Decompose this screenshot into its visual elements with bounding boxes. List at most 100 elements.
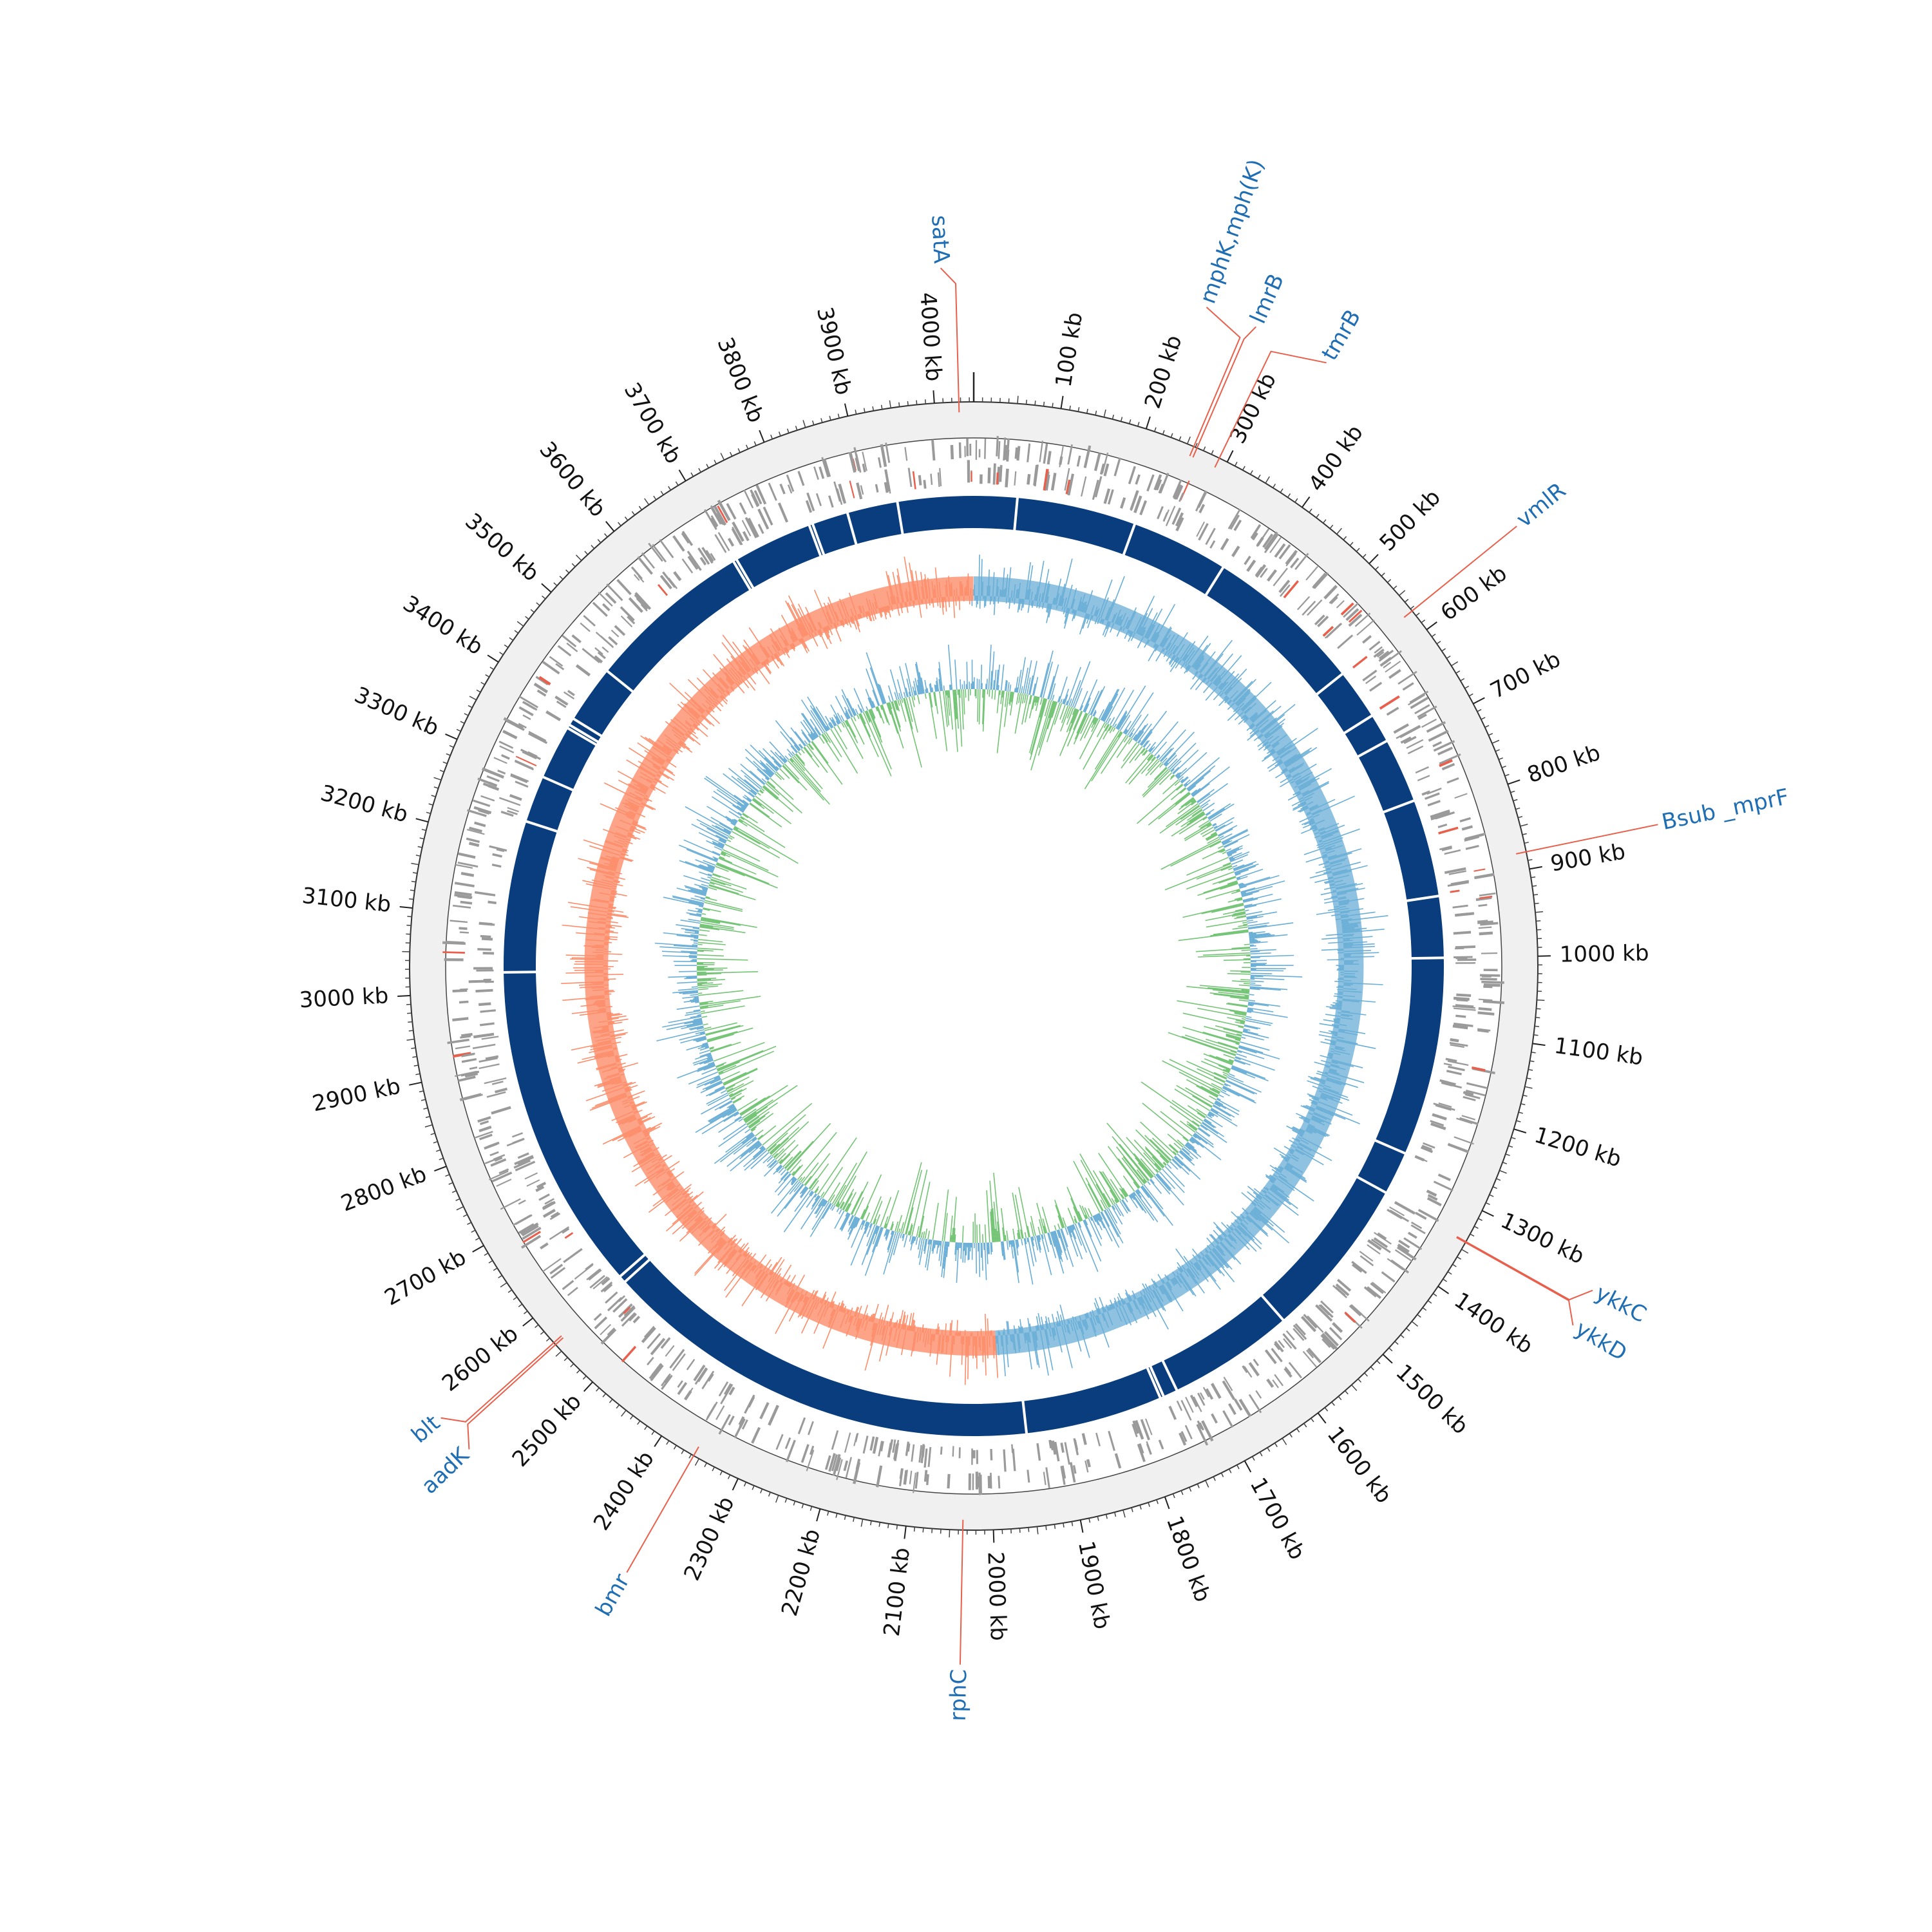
gc-skew-bar [742,1134,755,1144]
backbone-gap [1013,497,1019,531]
cds-feature [884,482,889,493]
minor-tick [1356,547,1360,552]
cds-feature [1433,1180,1454,1191]
gc-skew-bar [996,665,1000,690]
cds-feature [717,505,728,524]
gc-skew-bar [668,1016,702,1023]
gc-skew-bar [1212,822,1217,826]
gc-skew-bar [697,942,726,945]
gc-skew-bar [1205,912,1246,922]
gc-skew-bar [840,1213,850,1230]
minor-tick [898,402,900,407]
cds-feature [876,1465,883,1488]
gc-skew-bar [1240,1041,1270,1051]
cds-feature [856,482,863,500]
cds-feature [855,1433,859,1443]
gc-skew-bar [1216,1098,1240,1112]
cds-feature [862,1435,869,1454]
gc-skew-bar [1234,1059,1251,1066]
cds-feature [520,1222,539,1235]
gc-skew-bar [1070,708,1078,724]
gc-skew-bar [733,828,770,849]
cds-feature [478,1002,491,1007]
cds-feature [1421,1144,1433,1151]
gc-skew-bar [726,1087,734,1092]
gc-skew-bar [1220,849,1226,853]
gc-skew-bar [712,840,724,848]
gc-skew-bar [1074,1223,1088,1253]
gc-skew-bar [1192,1120,1200,1127]
gc-skew-bar [1028,675,1034,695]
cds-feature [1294,553,1309,571]
gc-skew-bar [710,881,744,893]
gc-skew-bar [1178,931,1249,942]
gc-skew-bar [801,1162,819,1184]
gc-skew-bar [694,895,706,899]
cds-feature [1472,1066,1486,1072]
gc-skew-bar [1021,694,1029,725]
minor-tick [690,472,694,477]
cds-feature [459,1093,482,1101]
gc-skew-bar [1030,700,1052,771]
gc-skew-bar [1073,710,1083,730]
cds-feature [1039,440,1044,462]
cds-feature [536,689,547,697]
gc-skew-bar [1103,693,1119,722]
gc-skew-bar [1214,1103,1221,1108]
cds-feature [486,775,500,782]
gc-skew-bar [1215,824,1226,831]
minor-tick [1481,717,1486,720]
minor-tick [407,1012,412,1014]
cds-feature [1081,476,1087,497]
cds-feature [1130,491,1139,511]
cds-feature [607,1296,623,1312]
gc-skew-bar [681,1023,703,1030]
gc-skew-bar [748,1142,761,1153]
gc-skew-bar [752,1146,765,1158]
cds-feature [1427,1194,1438,1201]
gc-skew-bar [1110,717,1115,726]
tick-label: 3800 kb [712,334,769,426]
cds-feature [634,592,652,611]
gc-skew-bar [1029,697,1045,753]
cds-feature [845,1457,852,1479]
gc-skew-bar [742,813,749,819]
cds-feature [1350,1304,1363,1315]
cds-feature [734,1420,744,1439]
gc-skew-bar [737,811,743,815]
gc-skew-bar [793,1182,802,1193]
cds-feature [1441,847,1452,851]
cds-feature [1454,1022,1473,1027]
gc-skew-bar [842,1189,855,1210]
gc-skew-bar [774,773,782,781]
minor-tick [681,1450,685,1454]
gc-skew-bar [1173,1151,1177,1155]
gc-skew-bar [811,1202,829,1231]
cds-feature [885,442,891,463]
gc-skew-bar [1067,1208,1075,1224]
cds-feature [1205,1388,1214,1400]
gc-skew-bar [693,998,699,999]
gc-skew-bar [834,1210,845,1229]
gc-skew-bar [1229,858,1235,862]
gc-skew-bar [702,889,708,892]
gc-skew-bar [659,946,697,950]
cds-feature [1306,1349,1314,1359]
major-tick [541,583,552,593]
cds-feature [1374,1232,1392,1245]
cds-feature [637,556,653,575]
gc-skew-bar [904,1235,908,1247]
gc-skew-bar [1023,694,1027,703]
cds-feature [1377,651,1385,658]
gc-skew-bar [1030,698,1046,755]
cds-feature [1273,567,1288,587]
gc-skew-bar [936,1240,940,1254]
tick-label: 2000 kb [982,1551,1011,1642]
cds-feature [1027,443,1031,462]
gc-skew-bar [1185,798,1195,806]
gc-skew-bar [1200,1124,1208,1131]
gc-skew-bar [1132,1192,1136,1197]
tick-label: 1100 kb [1553,1033,1645,1071]
minor-tick [770,434,773,439]
cds-feature [472,1043,496,1050]
